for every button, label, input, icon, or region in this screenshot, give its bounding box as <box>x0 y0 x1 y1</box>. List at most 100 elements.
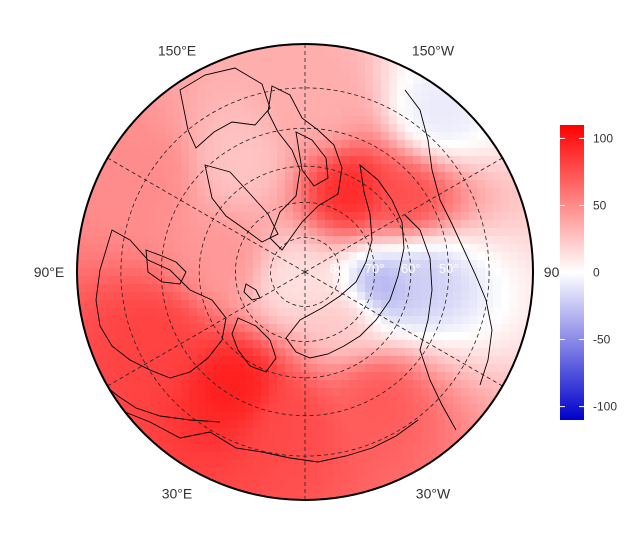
field-cell <box>373 380 382 389</box>
field-cell <box>221 196 230 205</box>
field-cell <box>261 164 270 173</box>
field-cell <box>117 388 126 397</box>
field-cell <box>157 108 166 117</box>
field-cell <box>373 412 382 421</box>
field-cell <box>229 236 238 245</box>
field-cell <box>165 380 174 389</box>
field-cell <box>413 180 422 189</box>
field-cell <box>469 396 478 405</box>
field-cell <box>389 68 398 77</box>
field-cell <box>277 388 286 397</box>
field-cell <box>117 156 126 165</box>
field-cell <box>109 284 118 293</box>
field-cell <box>141 116 150 125</box>
field-cell <box>341 108 350 117</box>
field-cell <box>437 76 446 85</box>
field-cell <box>181 404 190 413</box>
field-cell <box>141 396 150 405</box>
field-cell <box>453 148 462 157</box>
field-cell <box>381 68 390 77</box>
field-cell <box>285 348 294 357</box>
field-cell <box>317 476 326 485</box>
field-cell <box>333 308 342 317</box>
field-cell <box>429 236 438 245</box>
field-cell <box>381 412 390 421</box>
field-cell <box>381 404 390 413</box>
field-cell <box>237 108 246 117</box>
field-cell <box>109 404 118 413</box>
field-cell <box>213 364 222 373</box>
field-cell <box>269 140 278 149</box>
field-cell <box>365 356 374 365</box>
field-cell <box>237 172 246 181</box>
field-cell <box>213 452 222 461</box>
field-cell <box>93 212 102 221</box>
field-cell <box>477 300 486 309</box>
field-cell <box>205 156 214 165</box>
longitude-label: 90°E <box>34 264 65 280</box>
field-cell <box>389 236 398 245</box>
field-cell <box>333 228 342 237</box>
field-cell <box>317 324 326 333</box>
field-cell <box>381 156 390 165</box>
field-cell <box>357 68 366 77</box>
field-cell <box>445 396 454 405</box>
field-cell <box>469 132 478 141</box>
field-cell <box>349 340 358 349</box>
field-cell <box>341 372 350 381</box>
field-cell <box>397 236 406 245</box>
field-cell <box>349 196 358 205</box>
field-cell <box>229 468 238 477</box>
field-cell <box>181 364 190 373</box>
field-cell <box>261 68 270 77</box>
field-cell <box>381 116 390 125</box>
field-cell <box>357 236 366 245</box>
field-cell <box>277 244 286 253</box>
field-cell <box>149 196 158 205</box>
field-cell <box>205 316 214 325</box>
field-cell <box>221 356 230 365</box>
field-cell <box>141 260 150 269</box>
field-cell <box>293 436 302 445</box>
field-cell <box>213 484 222 493</box>
field-cell <box>413 404 422 413</box>
field-cell <box>341 356 350 365</box>
field-cell <box>189 92 198 101</box>
field-cell <box>445 340 454 349</box>
field-cell <box>317 364 326 373</box>
field-cell <box>189 220 198 229</box>
field-cell <box>253 340 262 349</box>
field-cell <box>429 412 438 421</box>
field-cell <box>109 260 118 269</box>
field-cell <box>133 348 142 357</box>
field-cell <box>109 180 118 189</box>
field-cell <box>293 204 302 213</box>
field-cell <box>373 372 382 381</box>
field-cell <box>461 204 470 213</box>
field-cell <box>277 428 286 437</box>
field-cell <box>221 180 230 189</box>
field-cell <box>373 404 382 413</box>
field-cell <box>245 404 254 413</box>
field-cell <box>213 284 222 293</box>
field-cell <box>373 68 382 77</box>
field-cell <box>365 292 374 301</box>
field-cell <box>181 292 190 301</box>
field-cell <box>477 260 486 269</box>
field-cell <box>133 252 142 261</box>
field-cell <box>165 460 174 469</box>
field-cell <box>373 236 382 245</box>
field-cell <box>277 116 286 125</box>
field-cell <box>477 188 486 197</box>
field-cell <box>437 172 446 181</box>
field-cell <box>317 140 326 149</box>
field-cell <box>213 292 222 301</box>
field-cell <box>501 276 510 285</box>
field-cell <box>373 180 382 189</box>
field-cell <box>373 316 382 325</box>
field-cell <box>173 308 182 317</box>
field-cell <box>365 452 374 461</box>
field-cell <box>197 140 206 149</box>
field-cell <box>501 316 510 325</box>
field-cell <box>117 188 126 197</box>
